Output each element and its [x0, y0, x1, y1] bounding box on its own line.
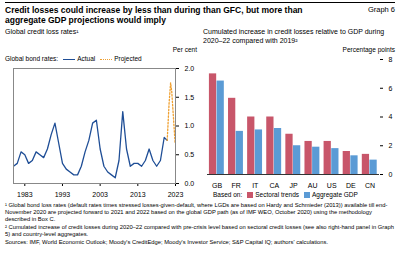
html-text:Sectoral trends: Sectoral trends: [255, 191, 299, 198]
html-text:Sources: IMF, World Economic O: Sources: IMF, World Economic Outlook; Mo…: [5, 239, 328, 245]
svg-text:DE: DE: [346, 182, 356, 189]
svg-text:2003: 2003: [92, 191, 108, 198]
html-text:Global bond rates:: Global bond rates:: [5, 55, 59, 62]
html-text:Cumulated increase in credit l: Cumulated increase in credit losses rela…: [203, 28, 385, 44]
svg-text:4: 4: [389, 113, 393, 120]
svg-text:GB: GB: [212, 182, 222, 189]
html-text:Graph 6: Graph 6: [367, 5, 395, 14]
html-text:Percentage points: Percentage points: [342, 46, 395, 53]
svg-text:2013: 2013: [130, 191, 146, 198]
html-text:¹ Global bond loss rates (defa: ¹ Global bond loss rates (default rates …: [5, 202, 388, 222]
svg-text:6: 6: [389, 84, 393, 91]
svg-text:1993: 1993: [55, 191, 71, 198]
html-text:Actual: Actual: [77, 55, 96, 62]
svg-text:1.5: 1.5: [185, 93, 195, 100]
svg-text:1983: 1983: [17, 191, 33, 198]
svg-text:0.5: 0.5: [185, 151, 195, 158]
html-text:² Cumulated increase of credit: ² Cumulated increase of credit losses du…: [5, 224, 394, 237]
html-text:Per cent: Per cent: [172, 46, 197, 53]
svg-text:US: US: [327, 182, 337, 189]
html-text:Aggregate GDP: Aggregate GDP: [312, 191, 358, 198]
svg-text:0: 0: [389, 171, 393, 178]
svg-text:CA: CA: [270, 182, 280, 189]
svg-text:FR: FR: [231, 182, 240, 189]
svg-text:IT: IT: [252, 182, 259, 189]
html-text:Based on:: Based on:: [213, 191, 243, 198]
svg-text:8: 8: [389, 56, 393, 63]
html-text:Credit losses could increase b: Credit losses could increase by less tha…: [5, 5, 303, 25]
svg-text:2: 2: [389, 142, 393, 149]
svg-text:CN: CN: [365, 182, 375, 189]
svg-text:2023: 2023: [168, 191, 184, 198]
svg-text:JP: JP: [289, 182, 298, 189]
svg-text:2.0: 2.0: [185, 65, 195, 72]
svg-text:1.0: 1.0: [185, 122, 195, 129]
svg-text:0.0: 0.0: [185, 180, 195, 187]
html-text:Global credit loss rates¹: Global credit loss rates¹: [5, 28, 79, 35]
html-text:Projected: Projected: [114, 55, 142, 62]
svg-text:AU: AU: [308, 182, 318, 189]
